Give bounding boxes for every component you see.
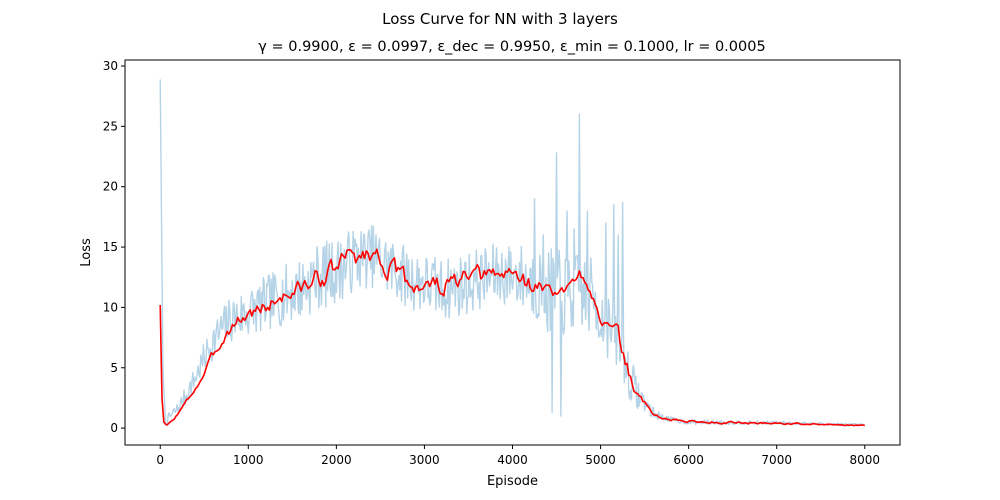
x-axis-label: Episode: [487, 474, 538, 489]
y-tick-label: 15: [103, 240, 118, 254]
x-tick-label: 8000: [849, 453, 880, 467]
y-tick-label: 20: [103, 180, 118, 194]
chart-suptitle: Loss Curve for NN with 3 layers: [382, 10, 618, 28]
y-tick-label: 30: [103, 59, 118, 73]
y-axis: 0 5 10 15 20 25 30: [103, 59, 125, 435]
plot-frame: [124, 59, 901, 446]
x-tick-label: 6000: [673, 453, 704, 467]
y-tick-label: 5: [110, 361, 118, 375]
y-tick-label: 25: [103, 119, 118, 133]
x-tick-label: 1000: [233, 453, 264, 467]
y-axis-label: Loss: [79, 238, 94, 267]
x-tick-label: 7000: [761, 453, 792, 467]
x-axis: 0 1000 2000 3000 4000 5000 6000 7000 8000: [156, 445, 880, 467]
x-tick-label: 2000: [321, 453, 352, 467]
x-tick-label: 5000: [585, 453, 616, 467]
raw-loss-line: [159, 79, 866, 427]
x-tick-label: 4000: [497, 453, 528, 467]
y-tick-label: 0: [110, 421, 118, 435]
y-tick-label: 10: [103, 300, 118, 314]
chart-title: γ = 0.9900, ε = 0.0997, ε_dec = 0.9950, …: [258, 39, 765, 55]
x-tick-label: 3000: [409, 453, 440, 467]
plot-series: [159, 79, 866, 427]
smoothed-loss-line: [159, 248, 866, 427]
x-tick-label: 0: [156, 453, 164, 467]
